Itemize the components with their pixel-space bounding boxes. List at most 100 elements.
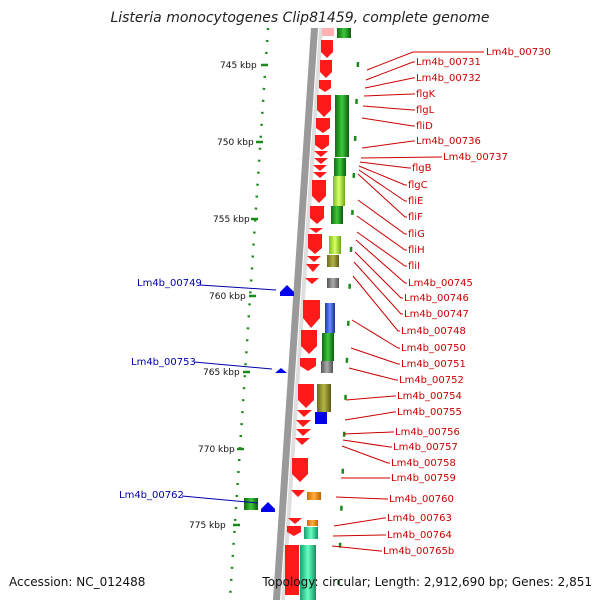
gene-label: Lm4b_00756 (395, 427, 460, 438)
feature-strip (300, 545, 316, 600)
gene-label: Lm4b_00757 (393, 442, 458, 453)
gene-label: Lm4b_00746 (404, 293, 469, 304)
leader-line (348, 367, 398, 381)
feature-strip (244, 498, 258, 510)
gene-shape (303, 300, 320, 328)
scale-tick-label: 745 kbp (220, 61, 257, 71)
gene-shape (310, 206, 324, 224)
leader-line (357, 199, 407, 235)
right-leader-lines (331, 51, 484, 552)
gene-shape (308, 234, 322, 254)
gene-label: Lm4b_00753 (131, 357, 196, 368)
leader-line (365, 61, 415, 81)
scale-ticks: 745 kbp 750 kbp 755 kbp 760 kbp 765 kbp … (189, 61, 268, 531)
gene-label: Lm4b_00737 (443, 152, 508, 163)
left-gene-labels: Lm4b_00749 Lm4b_00753 Lm4b_00762 (119, 278, 202, 501)
gene-shape (287, 526, 301, 536)
gene-shape (314, 151, 328, 157)
gene-shape (300, 358, 316, 371)
leader-line (366, 51, 484, 71)
feature-strip (307, 520, 318, 526)
leader-line (199, 284, 277, 291)
gene-shape (313, 165, 327, 171)
gene-shape (309, 228, 323, 233)
leader-line (335, 496, 388, 500)
feature-strip (334, 158, 346, 176)
feature-strip (327, 255, 339, 267)
feature-strip (337, 28, 351, 38)
leader-line (193, 361, 273, 370)
reverse-gene-lm4b-00762 (261, 502, 275, 512)
gene-label: Lm4b_00748 (401, 326, 466, 337)
left-leader-lines (181, 284, 277, 504)
leader-line (352, 275, 400, 332)
gene-shape (313, 172, 327, 178)
gene-shape (285, 545, 299, 595)
reverse-gene-lm4b-00749 (280, 285, 294, 296)
gene-shape (315, 135, 329, 150)
feature-strip (317, 384, 331, 412)
gene-label: Lm4b_00759 (391, 473, 456, 484)
gene-shape (322, 28, 334, 36)
gene-label: Lm4b_00750 (401, 343, 466, 354)
gene-label: Lm4b_00762 (119, 490, 184, 501)
page-title: Listeria monocytogenes Clip81459, comple… (110, 10, 489, 26)
genome-backbone (273, 28, 318, 600)
gene-label: flgC (408, 180, 428, 191)
right-dotted-track (336, 61, 360, 600)
feature-strip (325, 303, 335, 333)
feature-strip (331, 206, 343, 224)
gene-shape (316, 118, 330, 133)
feature-strip (327, 278, 339, 288)
scale-dotted-line (228, 27, 270, 599)
gene-label: flgK (416, 89, 436, 100)
gene-label: Lm4b_00749 (137, 278, 202, 289)
leader-line (353, 261, 403, 315)
feature-strip (335, 95, 349, 157)
feature-strips (300, 28, 351, 600)
gene-label: flgB (412, 163, 432, 174)
feature-strip (304, 527, 318, 539)
gene-label: fliD (416, 121, 433, 132)
gene-label: Lm4b_00765b (383, 546, 454, 557)
gene-label: fliI (408, 261, 420, 272)
leader-line (359, 161, 411, 169)
leader-line (356, 215, 407, 251)
gene-shape (288, 518, 302, 524)
feature-strip (322, 333, 334, 361)
gene-label: Lm4b_00760 (389, 494, 454, 505)
leader-line (332, 534, 386, 537)
gene-shape (296, 429, 311, 436)
leader-line (363, 93, 415, 97)
gene-label: flgL (416, 105, 435, 116)
leader-line (358, 165, 407, 186)
gene-label: fliE (408, 196, 423, 207)
gene-shape (320, 60, 332, 78)
leader-line (360, 156, 442, 159)
accession-text: Accession: NC_012488 (9, 575, 145, 589)
gene-label: Lm4b_00745 (408, 278, 473, 289)
scale-tick-label: 770 kbp (198, 445, 235, 455)
gene-shape (292, 458, 308, 482)
gene-label: fliF (408, 212, 423, 223)
leader-line (356, 231, 407, 267)
leader-line (350, 347, 400, 365)
leader-line (354, 251, 403, 299)
leader-line (358, 169, 407, 202)
gene-label: Lm4b_00731 (416, 57, 481, 68)
right-gene-labels: Lm4b_00730 Lm4b_00731 Lm4b_00732 flgK fl… (383, 47, 551, 557)
gene-shape (296, 420, 311, 427)
leader-line (361, 117, 415, 127)
leader-line (345, 395, 396, 401)
gene-shape (291, 490, 305, 497)
reverse-gene-lm4b-00753 (275, 368, 287, 373)
leader-line (361, 140, 415, 149)
gene-shape (317, 95, 331, 117)
gene-label: fliH (408, 245, 425, 256)
gene-label: Lm4b_00754 (397, 391, 462, 402)
gene-shape (301, 330, 317, 354)
gene-shape (305, 278, 319, 284)
leader-line (331, 545, 382, 552)
scale-tick-label: 775 kbp (189, 521, 226, 531)
